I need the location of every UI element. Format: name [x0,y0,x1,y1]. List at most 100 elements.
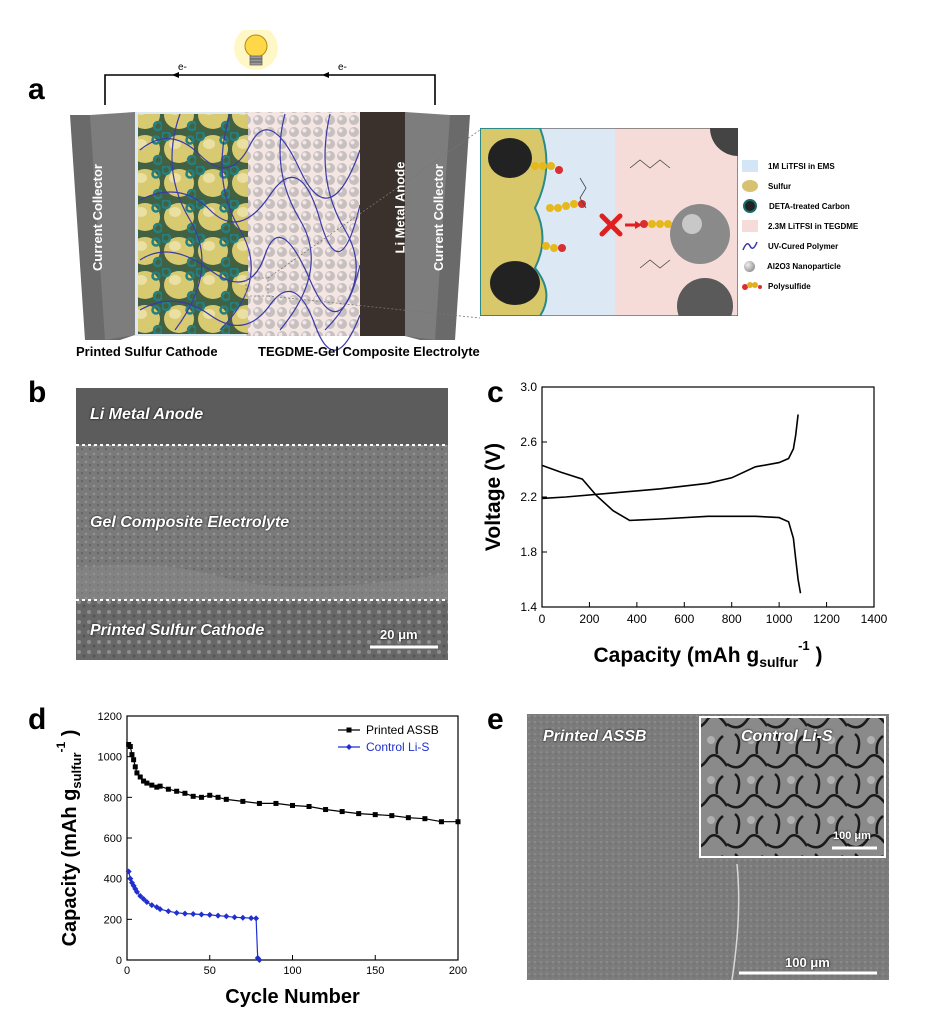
legend-item: Al2O3 Nanoparticle [742,256,937,276]
data-point [134,770,140,776]
control-lis-label: Control Li-S [741,728,833,745]
data-point [131,757,137,763]
y-tick-label: 0 [116,955,122,967]
data-point [129,752,135,758]
data-point [190,793,196,799]
data-point [273,800,279,806]
cathode-caption: Printed Sulfur Cathode [76,344,218,359]
data-point [256,957,263,963]
legend-label: Printed ASSB [366,723,439,737]
data-point [144,780,150,786]
discharge-curve [541,464,802,594]
data-point [143,899,150,906]
cathode-layer-label: Printed Sulfur Cathode [90,622,265,639]
data-point [248,915,255,922]
electrolyte-layer-label: Gel Composite Electrolyte [90,514,290,531]
gray-sphere-icon [744,260,755,272]
data-point [339,809,345,815]
x-tick-label: 0 [124,965,130,977]
x-tick-label: 400 [627,612,647,626]
data-point [157,906,164,913]
series-line [128,744,458,823]
light-pink-square-icon [742,220,758,232]
data-point [306,803,312,809]
data-point [132,764,138,770]
y-tick-label: 1000 [98,752,122,764]
x-tick-label: 1200 [813,612,840,626]
x-tick-label: 200 [449,965,467,977]
y-tick-label: 2.6 [520,435,537,449]
data-point [137,774,143,780]
y-tick-label: 400 [104,874,122,886]
y-tick-label: 2.2 [520,490,537,504]
data-point [173,909,180,916]
legend-label: DETA-treated Carbon [769,201,850,211]
data-point [157,783,163,789]
data-point [140,896,147,902]
data-point [455,819,461,825]
y-tick-label: 1200 [98,711,122,723]
y-tick-label: 1.4 [520,600,537,614]
data-point [223,796,229,802]
data-point [141,778,147,784]
surface-sem-image: Printed ASSB Control Li-S 100 μm 100 μm [527,714,889,980]
legend-marker [346,744,352,750]
data-point [198,794,204,800]
legend-item: DETA-treated Carbon [742,196,937,216]
scale-bar-label: 100 μm [785,955,830,970]
current-collector-left-label: Current Collector [90,164,105,271]
data-point [207,792,213,798]
legend-item: 2.3M LiTFSI in TEGDME [742,216,937,236]
data-point [438,819,444,825]
anode-layer-label: Li Metal Anode [90,406,204,423]
interface-zoom-inset [480,128,738,316]
data-point [206,911,213,918]
panel-label-d: d [28,703,47,736]
legend-label: 2.3M LiTFSI in TEGDME [768,221,859,231]
data-point [239,914,246,921]
light-blue-square-icon [742,160,758,172]
data-point [356,811,362,817]
data-point [422,816,428,822]
legend-item: UV-Cured Polymer [742,236,937,256]
data-point [198,911,205,918]
data-point [133,888,140,895]
data-point [223,913,230,920]
cross-section-sem-image: Li Metal Anode Gel Composite Electrolyte… [76,388,448,660]
data-point [174,788,180,794]
y-axis-label: Voltage (V) [482,443,505,551]
cycling-performance-chart: 0 50 100 150 200 0 200 400 600 800 1000 1200 Printed… [54,711,467,1008]
panel-label-a: a [28,73,45,106]
legend-item: Polysulfide [742,276,937,296]
x-tick-label: 50 [204,965,216,977]
yellow-blob-icon [742,180,758,192]
legend-item: 1M LiTFSI in EMS [742,156,937,176]
data-point [231,914,238,921]
x-tick-label: 800 [722,612,742,626]
data-point [181,910,188,917]
data-point [182,790,188,796]
data-point [215,912,222,919]
data-point [190,911,197,918]
y-tick-label: 800 [104,792,122,804]
data-point [148,902,155,909]
data-point [165,908,172,915]
data-point [127,875,134,882]
x-tick-label: 600 [674,612,694,626]
schematic-legend: 1M LiTFSI in EMS Sulfur DETA-treated Car… [742,156,937,306]
panel-label-e: e [487,703,504,736]
light-bulb-icon [234,30,278,70]
charge-curve [541,414,799,500]
data-point [253,915,260,922]
x-tick-label: 1000 [766,612,793,626]
data-point [125,868,132,875]
data-point [256,800,262,806]
electron-label-right: e- [338,62,347,73]
battery-schematic [70,30,480,351]
x-tick-label: 100 [283,965,301,977]
y-tick-label: 600 [104,833,122,845]
printed-assb-label: Printed ASSB [543,728,647,745]
y-tick-label: 200 [104,914,122,926]
data-point [165,786,171,792]
y-axis-label: Capacity (mAh gsulfur-1 ) [54,730,84,947]
